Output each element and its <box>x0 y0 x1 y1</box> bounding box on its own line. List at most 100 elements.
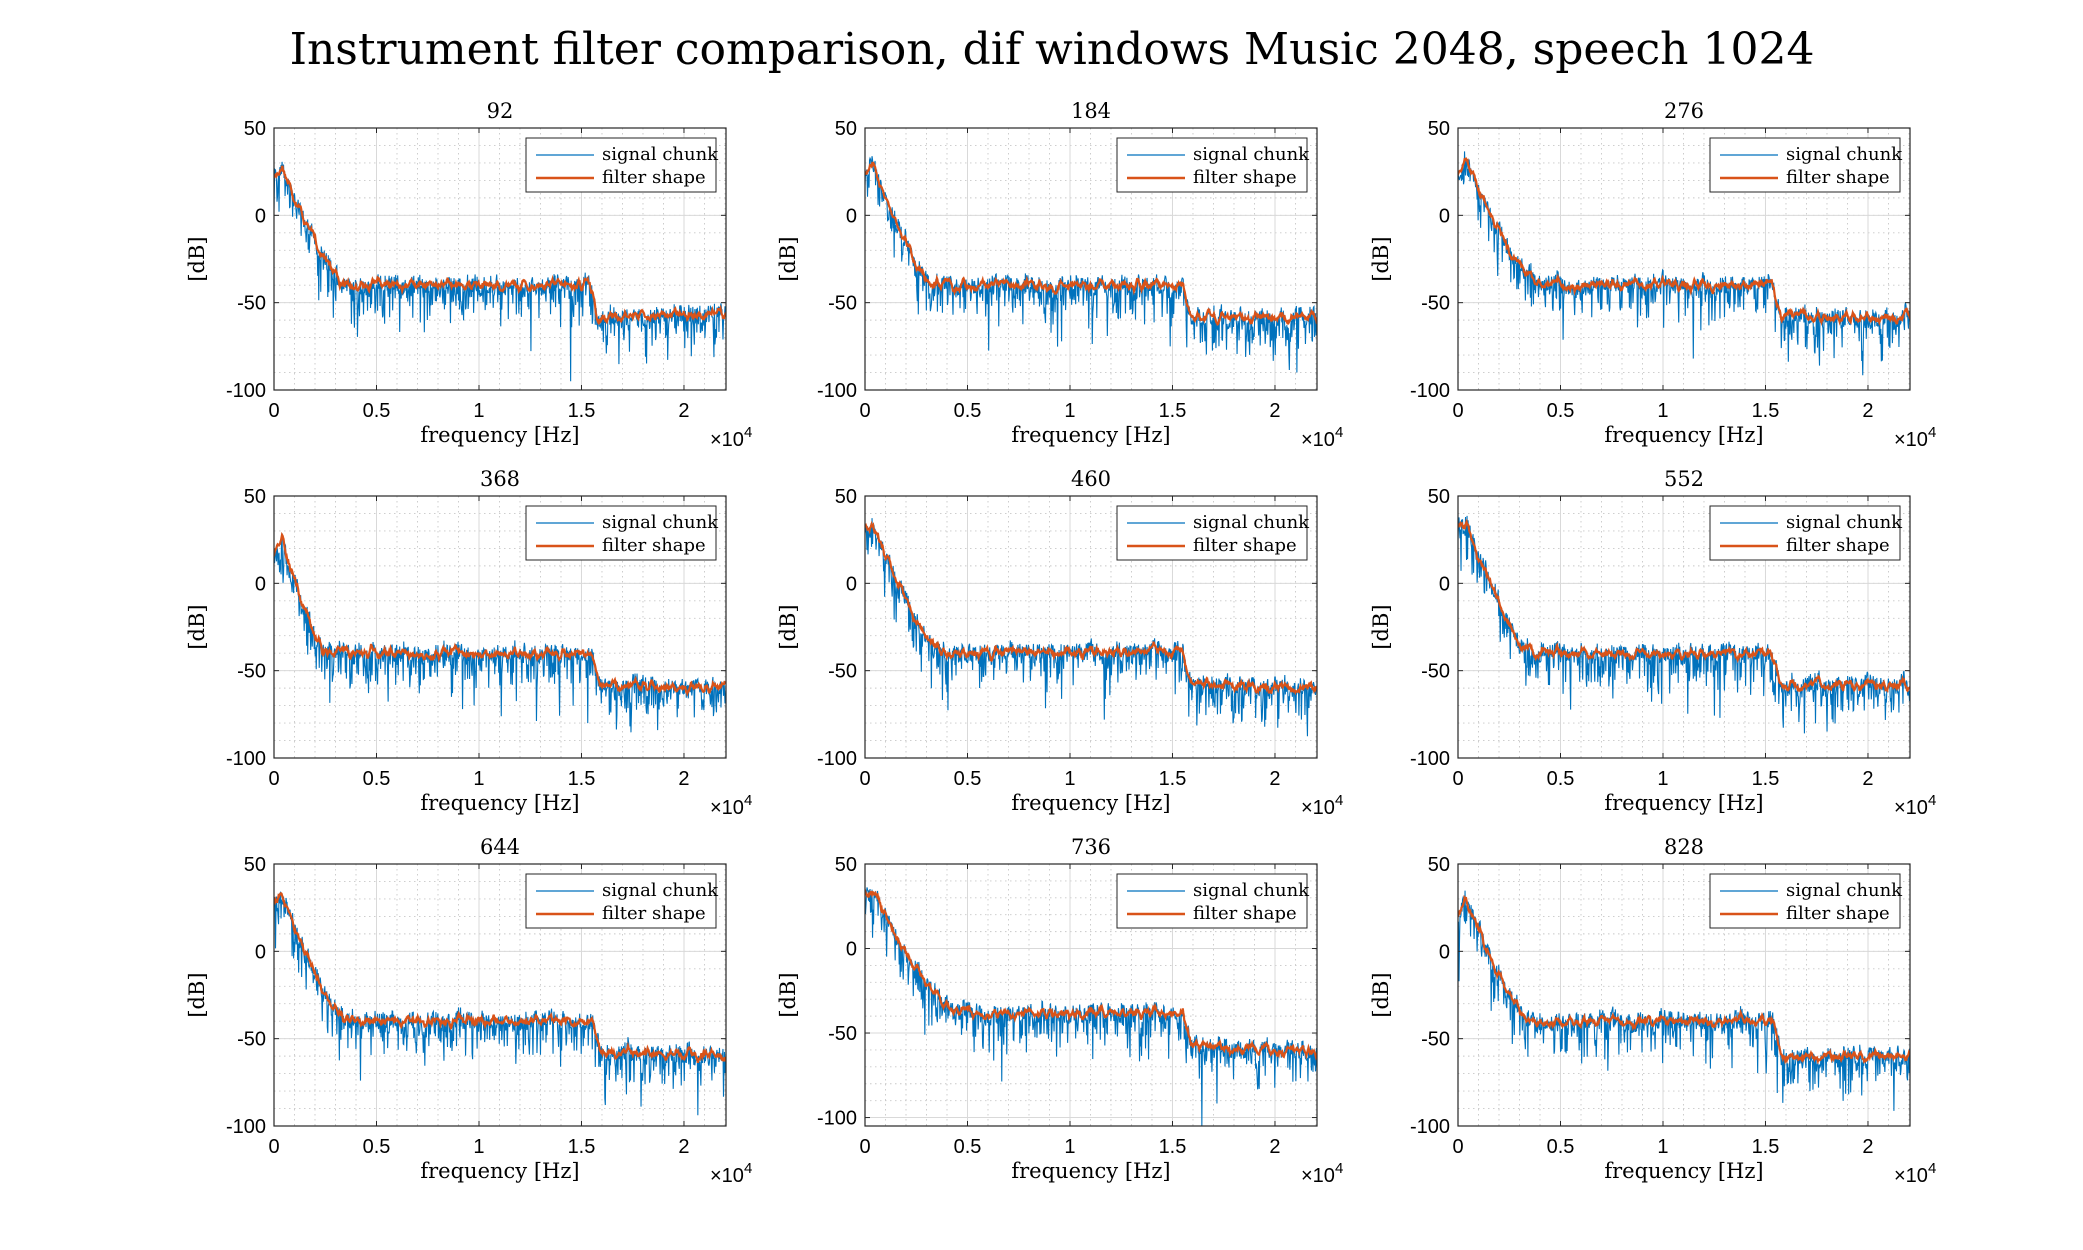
y-tick-label: -100 <box>226 748 266 770</box>
axes-box <box>273 127 727 391</box>
legend-box <box>1709 505 1901 561</box>
axes-box <box>1457 127 1911 391</box>
subplot-368: 0 0.5 1 1.5 2 50 0 -50 -100 ×104 frequency [Hz] [dB… <box>185 467 752 819</box>
series-line-filter-shape <box>1458 518 1910 693</box>
y-tick-label: 50 <box>835 854 857 876</box>
subplot-title: 552 <box>1664 467 1704 491</box>
x-tick-label: 0 <box>1452 1136 1463 1158</box>
x-tick-label: 1 <box>1064 768 1075 790</box>
legend-box <box>1709 873 1901 929</box>
axes-box <box>273 495 727 759</box>
x-tick-label: 1 <box>1657 768 1668 790</box>
legend-label-filter-shape: filter shape <box>1193 903 1297 924</box>
legend-label-filter-shape: filter shape <box>1193 167 1297 188</box>
x-exponent-label: ×104 <box>710 1160 752 1187</box>
legend-label-filter-shape: filter shape <box>1193 535 1297 556</box>
x-tick-label: 2 <box>1269 768 1280 790</box>
axes-box <box>1457 863 1911 1127</box>
y-axis-label: [dB] <box>185 236 209 281</box>
legend-label-filter-shape: filter shape <box>602 167 706 188</box>
series-line-filter-shape <box>274 165 726 326</box>
x-tick-label: 1.5 <box>1752 400 1780 422</box>
x-tick-label: 2 <box>678 400 689 422</box>
y-axis-label: [dB] <box>776 236 800 281</box>
x-exponent-label: ×104 <box>1301 1160 1343 1187</box>
x-axis-label: frequency [Hz] <box>1604 1159 1763 1183</box>
y-axis-label: [dB] <box>776 604 800 649</box>
x-exponent-label: ×104 <box>1894 792 1936 819</box>
subplot-828: 0 0.5 1 1.5 2 50 0 -50 -100 ×104 frequency [Hz] [dB… <box>1369 835 1936 1187</box>
x-tick-label: 2 <box>1862 1136 1873 1158</box>
axes-box <box>864 495 1318 759</box>
y-tick-label: 50 <box>1428 118 1450 140</box>
y-tick-label: 0 <box>255 941 266 963</box>
y-tick-label: -100 <box>1410 380 1450 402</box>
x-tick-label: 2 <box>1862 400 1873 422</box>
subplot-title: 276 <box>1664 99 1704 123</box>
legend-label-filter-shape: filter shape <box>1786 167 1890 188</box>
y-tick-label: -50 <box>1421 293 1450 315</box>
legend-box <box>525 505 717 561</box>
x-exponent-label: ×104 <box>1301 792 1343 819</box>
x-tick-label: 1.5 <box>1752 768 1780 790</box>
x-tick-label: 1 <box>473 768 484 790</box>
x-tick-label: 0 <box>268 768 279 790</box>
axes-box <box>1457 495 1911 759</box>
x-tick-label: 1 <box>1657 400 1668 422</box>
subplot-title: 92 <box>487 99 514 123</box>
grid-lines <box>864 127 1317 391</box>
y-tick-label: -100 <box>1410 748 1450 770</box>
x-tick-label: 0.5 <box>363 768 391 790</box>
y-axis-label: [dB] <box>776 972 800 1017</box>
y-tick-label: -50 <box>828 293 857 315</box>
subplot-276: 0 0.5 1 1.5 2 50 0 -50 -100 ×104 frequency [Hz] [dB… <box>1369 99 1936 451</box>
y-tick-label: -50 <box>237 293 266 315</box>
series-line-filter-shape <box>865 520 1317 696</box>
x-axis-label: frequency [Hz] <box>1011 1159 1170 1183</box>
x-tick-label: 1.5 <box>1752 1136 1780 1158</box>
legend-box <box>1709 137 1901 193</box>
y-tick-label: -50 <box>237 1029 266 1051</box>
legend-box <box>1116 873 1308 929</box>
x-exponent-label: ×104 <box>710 424 752 451</box>
x-tick-label: 1.5 <box>568 1136 596 1158</box>
subplot-460: 0 0.5 1 1.5 2 50 0 -50 -100 ×104 frequency [Hz] [dB… <box>776 467 1343 819</box>
legend-label-signal-chunk: signal chunk <box>1786 144 1903 165</box>
x-axis-label: frequency [Hz] <box>1604 791 1763 815</box>
x-tick-label: 1 <box>1064 1136 1075 1158</box>
x-tick-label: 0.5 <box>1547 768 1575 790</box>
axes-box <box>864 127 1318 391</box>
x-tick-label: 0.5 <box>954 400 982 422</box>
legend-label-filter-shape: filter shape <box>1786 535 1890 556</box>
legend-label-signal-chunk: signal chunk <box>1786 512 1903 533</box>
series-line-filter-shape <box>865 161 1317 326</box>
series-line-filter-shape <box>274 531 726 697</box>
x-tick-label: 2 <box>1862 768 1873 790</box>
axes-box <box>273 863 727 1127</box>
x-tick-label: 0.5 <box>1547 1136 1575 1158</box>
x-tick-label: 0.5 <box>1547 400 1575 422</box>
subplot-title: 184 <box>1071 99 1111 123</box>
y-tick-label: 0 <box>1439 205 1450 227</box>
y-tick-label: -50 <box>828 661 857 683</box>
y-tick-label: -100 <box>817 380 857 402</box>
y-tick-label: 50 <box>835 118 857 140</box>
x-axis-label: frequency [Hz] <box>420 423 579 447</box>
x-exponent-label: ×104 <box>1301 424 1343 451</box>
y-tick-label: -100 <box>817 748 857 770</box>
x-tick-label: 0 <box>1452 400 1463 422</box>
subplot-title: 460 <box>1071 467 1111 491</box>
legend-box <box>1116 505 1308 561</box>
x-exponent-label: ×104 <box>710 792 752 819</box>
y-tick-label: 0 <box>1439 573 1450 595</box>
subplot-title: 368 <box>480 467 520 491</box>
legend-label-filter-shape: filter shape <box>1786 903 1890 924</box>
